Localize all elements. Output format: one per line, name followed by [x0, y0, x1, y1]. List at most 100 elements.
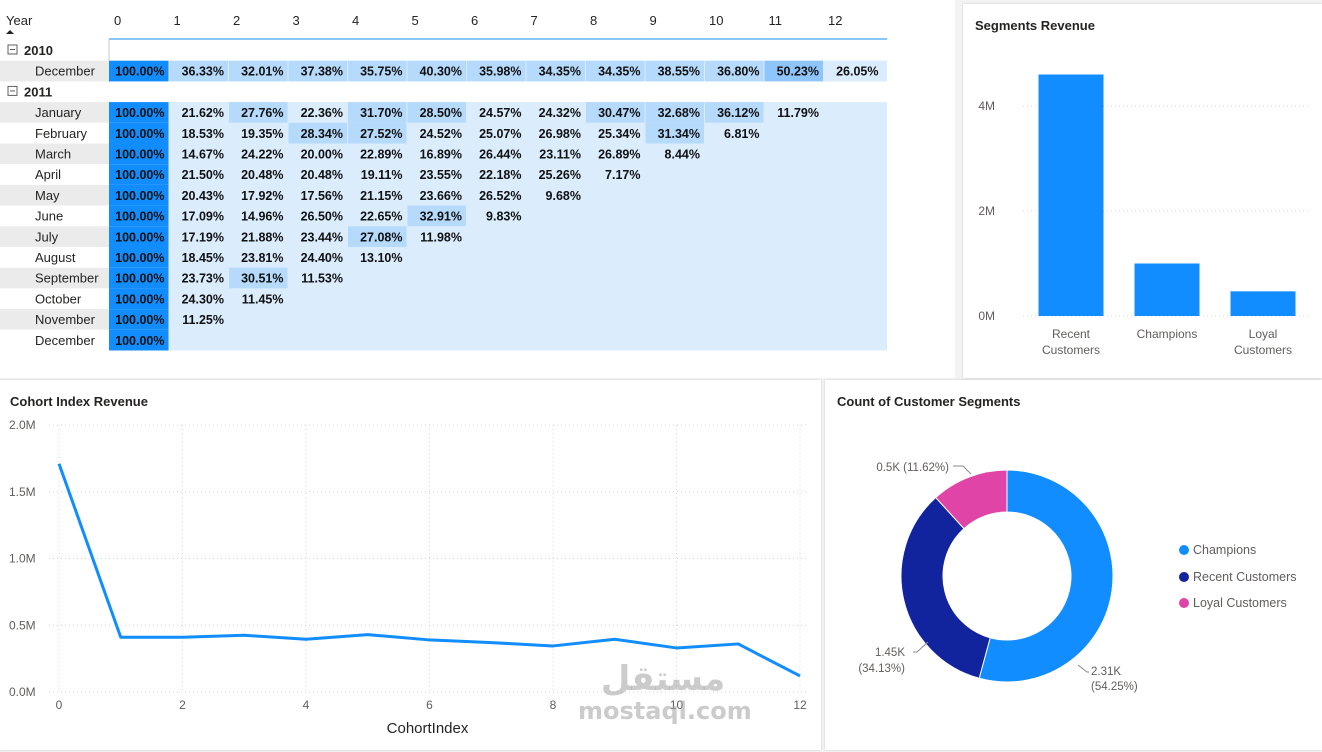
matrix-cell-value[interactable]: 22.36% — [301, 106, 343, 120]
matrix-column-header[interactable]: 7 — [531, 13, 538, 28]
matrix-cell-value[interactable]: 100.00% — [115, 251, 164, 265]
legend-item[interactable]: Recent Customers — [1179, 570, 1297, 584]
matrix-cell-value[interactable]: 11.79% — [777, 106, 819, 120]
matrix-cell-value[interactable]: 14.96% — [241, 210, 283, 224]
matrix-cell-value[interactable]: 25.07% — [479, 127, 521, 141]
matrix-cell-value[interactable]: 26.98% — [539, 127, 581, 141]
matrix-cell-value[interactable]: 17.56% — [301, 189, 343, 203]
matrix-cell-value[interactable]: 21.50% — [182, 168, 224, 182]
matrix-cell-value[interactable]: 18.53% — [182, 127, 224, 141]
matrix-year-group[interactable]: 2011 — [24, 84, 52, 99]
matrix-cell-value[interactable]: 26.89% — [598, 148, 640, 162]
matrix-cell-value[interactable]: 100.00% — [115, 106, 164, 120]
matrix-cell-value[interactable]: 38.55% — [658, 65, 700, 79]
matrix-cell-value[interactable]: 32.68% — [658, 106, 700, 120]
bar[interactable] — [1230, 291, 1296, 316]
matrix-cell-value[interactable]: 31.70% — [360, 106, 402, 120]
matrix-cell-value[interactable]: 24.52% — [420, 127, 462, 141]
matrix-column-header[interactable]: 1 — [174, 13, 181, 28]
matrix-cell-value[interactable]: 26.52% — [479, 189, 521, 203]
sort-ascending-icon[interactable] — [6, 30, 14, 34]
matrix-cell-value[interactable]: 50.23% — [777, 65, 819, 79]
matrix-cell-value[interactable]: 27.52% — [360, 127, 402, 141]
matrix-cell-value[interactable]: 36.80% — [717, 65, 759, 79]
matrix-cell-value[interactable]: 18.45% — [182, 251, 224, 265]
matrix-cell-value[interactable]: 35.98% — [479, 65, 521, 79]
matrix-column-header[interactable]: 6 — [471, 13, 478, 28]
collapse-icon[interactable] — [7, 44, 18, 55]
matrix-cell-value[interactable]: 16.89% — [420, 148, 462, 162]
donut-slice[interactable] — [900, 496, 991, 679]
matrix-year-group[interactable]: 2010 — [24, 43, 53, 58]
matrix-cell-value[interactable]: 22.18% — [479, 168, 521, 182]
matrix-cell-value[interactable]: 100.00% — [115, 313, 164, 327]
matrix-cell-value[interactable]: 21.15% — [360, 189, 402, 203]
matrix-column-header[interactable]: 11 — [769, 13, 783, 28]
legend-item[interactable]: Champions — [1179, 543, 1256, 557]
matrix-cell-value[interactable]: 100.00% — [115, 334, 164, 348]
matrix-cell-value[interactable]: 35.75% — [360, 65, 402, 79]
matrix-cell-value[interactable]: 19.11% — [361, 168, 403, 182]
matrix-cell-value[interactable]: 100.00% — [115, 168, 164, 182]
matrix-cell-value[interactable]: 26.50% — [301, 210, 343, 224]
legend-item[interactable]: Loyal Customers — [1179, 596, 1287, 610]
matrix-cell-value[interactable]: 100.00% — [115, 272, 164, 286]
matrix-cell-value[interactable]: 9.68% — [546, 189, 581, 203]
revenue-line[interactable] — [57, 463, 801, 678]
matrix-cell-value[interactable]: 32.91% — [420, 210, 462, 224]
matrix-cell-value[interactable]: 37.38% — [301, 65, 343, 79]
matrix-cell-value[interactable]: 27.08% — [360, 230, 402, 244]
matrix-cell-value[interactable]: 9.83% — [486, 210, 521, 224]
matrix-cell-value[interactable]: 100.00% — [115, 230, 164, 244]
matrix-row-label[interactable]: June — [35, 209, 63, 224]
matrix-cell-value[interactable]: 100.00% — [115, 127, 164, 141]
matrix-cell-value[interactable]: 26.05% — [836, 65, 878, 79]
matrix-cell-value[interactable]: 17.92% — [241, 189, 283, 203]
matrix-cell-value[interactable]: 100.00% — [115, 189, 164, 203]
bar[interactable] — [1134, 263, 1200, 317]
matrix-cell-value[interactable]: 6.81% — [724, 127, 759, 141]
matrix-row-label[interactable]: September — [35, 271, 99, 286]
matrix-cell-value[interactable]: 27.76% — [241, 106, 283, 120]
collapse-icon[interactable] — [7, 85, 18, 96]
matrix-cell-value[interactable]: 20.48% — [301, 168, 343, 182]
matrix-row-label[interactable]: February — [35, 126, 88, 141]
matrix-cell-value[interactable]: 28.34% — [301, 127, 343, 141]
matrix-column-header[interactable]: 4 — [352, 13, 359, 28]
matrix-cell-value[interactable]: 25.26% — [539, 168, 581, 182]
donut-slice[interactable] — [978, 469, 1114, 683]
matrix-cell-value[interactable]: 21.88% — [241, 230, 283, 244]
matrix-column-header[interactable]: 10 — [709, 13, 723, 28]
matrix-cell-value[interactable]: 17.19% — [182, 230, 224, 244]
matrix-cell-value[interactable]: 22.89% — [360, 148, 402, 162]
matrix-cell-value[interactable]: 19.35% — [241, 127, 283, 141]
matrix-row-label[interactable]: December — [35, 333, 96, 348]
matrix-cell-value[interactable]: 13.10% — [360, 251, 402, 265]
matrix-column-header[interactable]: 2 — [233, 13, 240, 28]
matrix-cell-value[interactable]: 24.32% — [539, 106, 581, 120]
matrix-cell-value[interactable]: 25.34% — [598, 127, 640, 141]
matrix-cell-value[interactable]: 22.65% — [360, 210, 402, 224]
matrix-cell-value[interactable]: 23.44% — [301, 230, 343, 244]
matrix-cell-value[interactable]: 24.57% — [479, 106, 521, 120]
matrix-cell-value[interactable]: 7.17% — [605, 168, 640, 182]
matrix-cell-value[interactable]: 24.40% — [301, 251, 343, 265]
bar[interactable] — [1038, 74, 1104, 317]
matrix-cell-value[interactable]: 32.01% — [241, 65, 283, 79]
matrix-cell-value[interactable]: 24.30% — [182, 292, 224, 306]
matrix-cell-value[interactable]: 100.00% — [115, 148, 164, 162]
matrix-cell-value[interactable]: 31.34% — [658, 127, 700, 141]
matrix-row-label[interactable]: December — [35, 64, 96, 79]
matrix-cell-value[interactable]: 11.98% — [420, 230, 462, 244]
matrix-row-label[interactable]: November — [35, 312, 96, 327]
matrix-cell-value[interactable]: 11.53% — [301, 272, 343, 286]
matrix-cell-value[interactable]: 20.48% — [241, 168, 283, 182]
matrix-cell-value[interactable]: 100.00% — [115, 210, 164, 224]
matrix-cell-value[interactable]: 24.22% — [241, 148, 283, 162]
matrix-cell-value[interactable]: 30.47% — [598, 106, 640, 120]
matrix-row-label[interactable]: July — [35, 229, 59, 244]
matrix-cell-value[interactable]: 23.81% — [241, 251, 283, 265]
matrix-cell-value[interactable]: 23.55% — [420, 168, 462, 182]
matrix-column-header[interactable]: 9 — [650, 13, 657, 28]
matrix-cell-value[interactable]: 23.73% — [182, 272, 224, 286]
